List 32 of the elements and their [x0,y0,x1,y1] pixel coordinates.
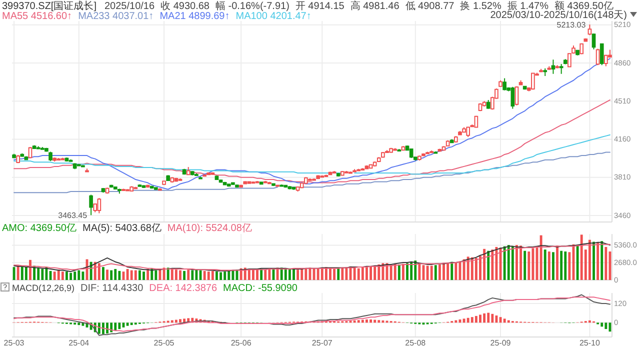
text: 振 1.47% [507,0,549,12]
text: MA55 4516.60↑ [2,11,72,22]
text: MA(10): 5524.08亿 [167,223,252,234]
text: 幅 -0.16%(-7.91) [215,0,290,12]
legend-title: MACD(12,26,9) [12,283,75,293]
text: 2025/10/16 [104,1,155,12]
text: MA233 4037.01↑ [78,11,154,22]
text: 额 4369.50亿 [554,0,614,12]
text: 开 4914.15 [295,1,345,12]
chart-subtitle: 2025/03/10-2025/10/16(148天) [490,10,627,21]
text: 高 4981.46 [350,0,400,12]
annotation: 3463.45 [58,210,88,220]
x-tick-label: 25-07 [312,338,333,348]
x-tick-label: 25-05 [154,338,175,348]
text: MACD: -55.9090 [223,283,298,294]
text: 低 4908.77 [405,1,455,12]
text: MA21 4899.69↑ [160,11,230,22]
annotation: 5213.03 [556,20,586,30]
text: AMO: 4369.50亿 [2,223,76,234]
x-tick-label: 25-10 [579,338,600,348]
chart-title: 399370.SZ[国证成长] [2,0,97,12]
text: 收 4930.68 [160,1,210,12]
text: MA100 4201.47↑ [236,11,312,22]
text: MA(5): 5403.68亿 [82,223,162,234]
x-tick-label: 25-04 [68,338,90,348]
text: 换 1.52% [460,0,502,12]
x-tick-label: 25-08 [405,338,426,348]
text: DIF: 114.4330 [80,283,144,294]
text: DEA: 142.3876 [149,283,218,294]
x-tick-label: 25-06 [230,338,252,348]
x-tick-label: 25-03 [4,338,25,348]
x-tick-label: 25-09 [490,338,512,348]
